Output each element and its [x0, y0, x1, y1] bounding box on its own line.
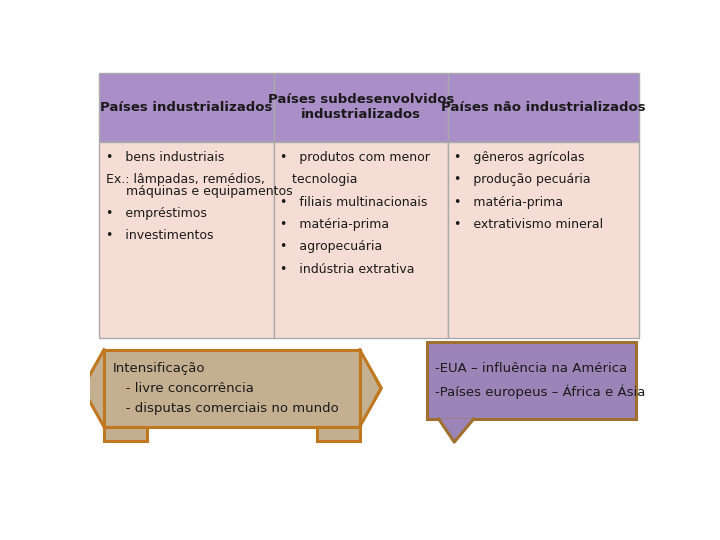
Text: máquinas e equipamentos: máquinas e equipamentos [106, 185, 292, 198]
Bar [274, 72, 448, 142]
Text: •   indústria extrativa: • indústria extrativa [280, 262, 415, 276]
Text: •   produção pecuária: • produção pecuária [454, 173, 591, 186]
Text: Países não industrializados: Países não industrializados [441, 100, 646, 113]
Polygon shape [360, 352, 378, 424]
Text: Países subdesenvolvidos
industrializados: Países subdesenvolvidos industrializados [268, 93, 454, 121]
Text: •   produtos com menor: • produtos com menor [280, 151, 430, 164]
Polygon shape [86, 352, 104, 424]
Polygon shape [438, 419, 474, 442]
Bar [448, 72, 639, 142]
Text: tecnologia: tecnologia [280, 173, 357, 186]
Text: -EUA – influência na América
-Países europeus – África e Ásia: -EUA – influência na América -Países eur… [435, 362, 645, 399]
Bar [448, 142, 639, 338]
Text: •   investimentos: • investimentos [106, 229, 213, 242]
Bar [99, 72, 274, 142]
Bar [104, 350, 360, 427]
Text: Países industrializados: Países industrializados [100, 100, 273, 113]
Bar [274, 142, 448, 338]
Text: •   matéria-prima: • matéria-prima [280, 218, 389, 231]
Polygon shape [104, 427, 147, 441]
Text: •   matéria-prima: • matéria-prima [454, 195, 563, 208]
Text: Ex.: lâmpadas, remédios,: Ex.: lâmpadas, remédios, [106, 173, 264, 186]
Polygon shape [317, 427, 360, 441]
Bar [99, 142, 274, 338]
Polygon shape [82, 350, 104, 427]
Text: •   bens industriais: • bens industriais [106, 151, 224, 164]
Text: •   gêneros agrícolas: • gêneros agrícolas [454, 151, 585, 164]
Text: •   extrativismo mineral: • extrativismo mineral [454, 218, 603, 231]
Text: Intensificação
   - livre concorrência
   - disputas comerciais no mundo: Intensificação - livre concorrência - di… [113, 362, 339, 415]
Bar [427, 342, 636, 419]
Polygon shape [360, 350, 382, 427]
Text: •   filiais multinacionais: • filiais multinacionais [280, 195, 427, 208]
Text: •   empréstimos: • empréstimos [106, 207, 207, 220]
Text: •   agropecuária: • agropecuária [280, 240, 382, 253]
